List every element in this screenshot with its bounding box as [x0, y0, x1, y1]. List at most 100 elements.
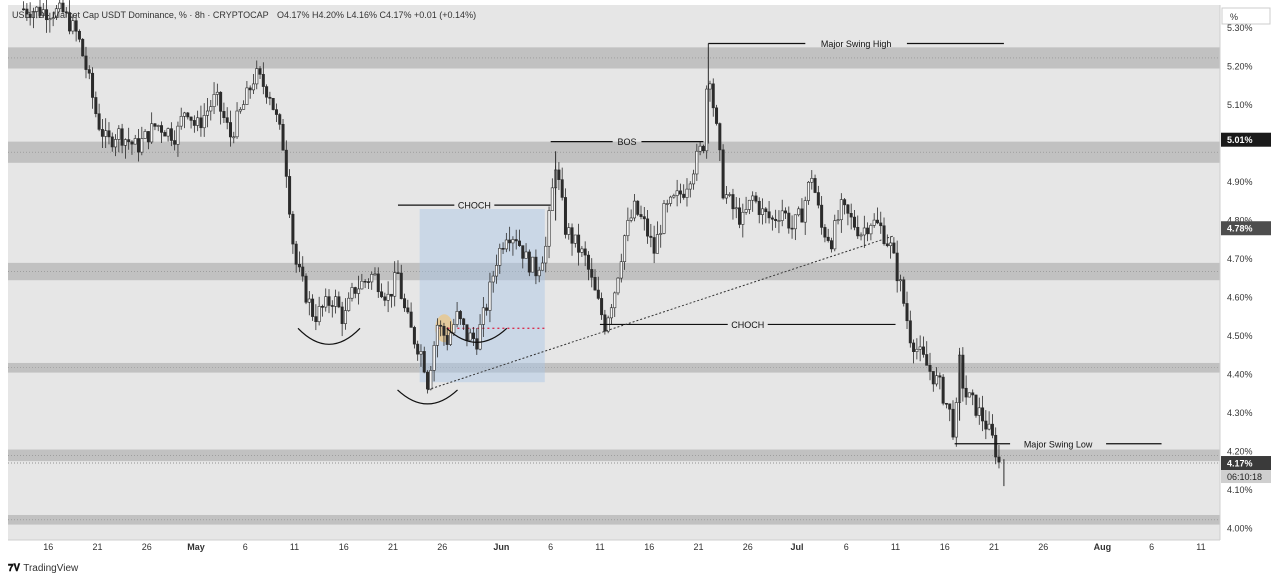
candle-body — [642, 216, 646, 220]
candle-body — [261, 74, 265, 87]
candle-body — [524, 251, 528, 259]
candle-body — [380, 291, 384, 298]
time-tick-label: 11 — [595, 542, 604, 552]
candle-body — [521, 245, 525, 259]
candle-body — [974, 394, 978, 416]
candle-body — [557, 169, 561, 180]
candle-body — [248, 87, 252, 91]
candle-body — [127, 139, 131, 143]
candle-body — [265, 86, 269, 98]
candle-body — [872, 219, 876, 226]
candle-body — [498, 248, 502, 266]
candle-body — [91, 72, 95, 98]
candle-body — [747, 199, 751, 210]
candle-body — [977, 407, 981, 416]
candle-body — [685, 188, 689, 198]
candle-body — [137, 138, 141, 153]
candle-body — [225, 117, 229, 123]
structure-label: BOS — [618, 137, 637, 147]
candle-body — [852, 216, 856, 228]
tradingview-logo[interactable]: 𝟕𝐕 TradingView — [8, 563, 78, 574]
candle-body — [297, 264, 301, 268]
time-tick-label: Jul — [790, 542, 803, 552]
candle-body — [593, 277, 597, 291]
candle-body — [609, 307, 613, 319]
candle-body — [475, 338, 479, 350]
candle-body — [38, 6, 42, 16]
candle-body — [334, 296, 338, 307]
candle-body — [311, 298, 315, 317]
candle-body — [353, 287, 357, 294]
candle-body — [107, 130, 111, 138]
candle-body — [948, 403, 952, 410]
candle-body — [560, 179, 564, 198]
candle-body — [494, 265, 498, 277]
candle-body — [370, 274, 374, 283]
symbol-legend[interactable]: USDT.D · Market Cap USDT Dominance, % · … — [12, 10, 476, 20]
candle-body — [623, 235, 627, 262]
candle-body — [898, 279, 902, 282]
candle-body — [288, 176, 292, 215]
candle-body — [652, 237, 656, 254]
candle-body — [481, 307, 485, 325]
candle-body — [478, 324, 482, 350]
time-axis[interactable]: 16 21 26 May 6 11 16 21 26 Jun 6 11 16 21 26 Jul 6 11 16 21… — [8, 539, 1220, 552]
candle-body — [176, 125, 180, 145]
candle-body — [738, 207, 742, 225]
axis-unit-box[interactable] — [1221, 7, 1271, 25]
last-price-badge: 4.17% — [1227, 459, 1253, 469]
candle-body — [357, 288, 361, 294]
candle-body — [363, 280, 367, 283]
candle-body — [324, 296, 328, 308]
ohlc-values: O4.17% H4.20% L4.16% C4.17% +0.01 (+0.14… — [276, 10, 477, 20]
candle-body — [629, 217, 633, 221]
candle-body — [675, 190, 679, 196]
candle-body — [803, 200, 807, 223]
candle-body — [268, 96, 272, 99]
candle-body — [925, 354, 929, 366]
candle-body — [563, 197, 567, 235]
candle-body — [678, 190, 682, 195]
candle-body — [698, 145, 702, 152]
axis-unit-label[interactable]: % — [1230, 12, 1238, 22]
price-axis[interactable]: 5.30% 5.20% 5.10% 4.90% 4.80% 4.70% 4.60% 4.50%… — [1219, 5, 1271, 540]
time-tick-label: 26 — [142, 542, 152, 552]
candle-body — [921, 346, 925, 355]
candle-body — [104, 130, 108, 137]
candle-body — [432, 345, 436, 371]
candle-body — [705, 88, 709, 152]
structure-label: CHOCH — [458, 201, 491, 211]
price-tick-label: 4.90% — [1227, 177, 1253, 187]
candle-body — [196, 117, 200, 126]
candle-body — [511, 239, 515, 244]
price-tick-label: 4.70% — [1227, 254, 1253, 264]
price-tick-label: 4.00% — [1227, 523, 1253, 533]
candle-body — [350, 287, 354, 299]
candle-body — [343, 310, 347, 324]
candle-body — [869, 225, 873, 235]
symbol-line[interactable]: USDT.D · Market Cap USDT Dominance, % · … — [12, 10, 269, 20]
candle-body — [639, 214, 643, 217]
candle-body — [140, 138, 144, 153]
time-tick-label: Jun — [493, 542, 509, 552]
candle-body — [662, 203, 666, 234]
candle-body — [810, 178, 814, 183]
candle-body — [836, 219, 840, 222]
last-price-badge-bg — [1221, 456, 1271, 471]
candle-body — [829, 240, 833, 250]
candle-body — [984, 420, 988, 430]
candle-body — [757, 200, 761, 215]
candle-body — [941, 376, 945, 404]
candle-body — [944, 402, 948, 405]
structure-label: Major Swing Low — [1024, 439, 1093, 449]
candle-body — [915, 348, 919, 352]
candle-body — [600, 298, 604, 316]
candle-body — [110, 136, 114, 148]
candle-body — [192, 120, 196, 126]
time-tick-label: 11 — [1196, 542, 1205, 552]
candle-body — [51, 17, 55, 20]
candle-body — [692, 173, 696, 185]
candle-body — [439, 324, 443, 327]
